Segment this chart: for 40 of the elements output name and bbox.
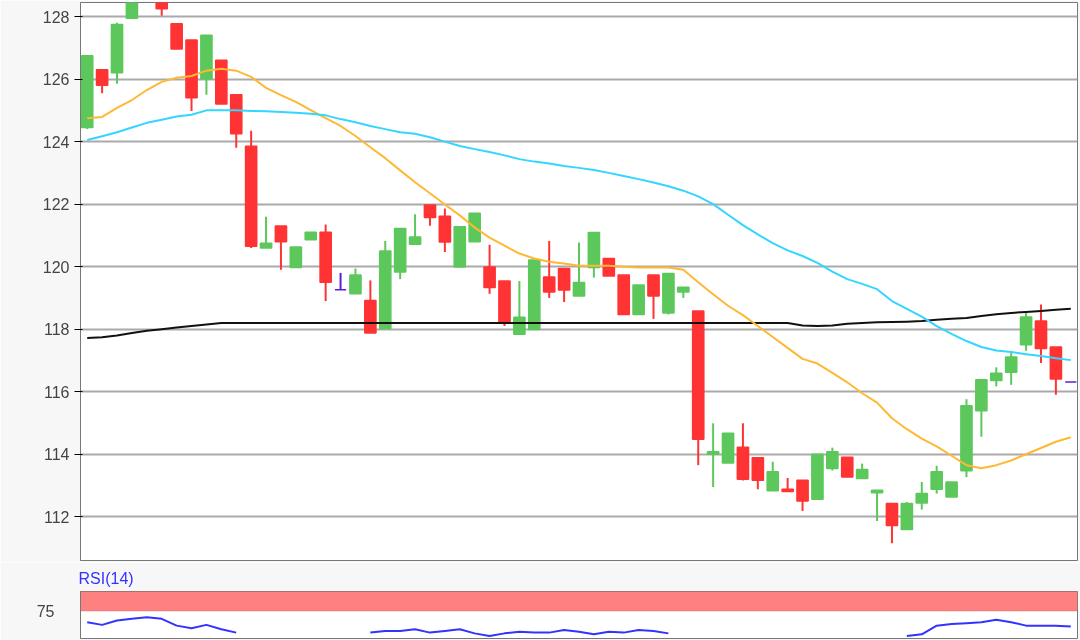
candlestick [334, 271, 347, 291]
y-tick-label: 118 [43, 321, 70, 339]
candlestick [989, 366, 1003, 388]
candlestick [885, 502, 899, 545]
y-tick-label: 126 [42, 71, 70, 89]
y-tick-label: 116 [43, 383, 70, 401]
candlestick [915, 481, 929, 511]
candlestick [796, 479, 809, 513]
candlestick [826, 446, 839, 472]
line-series [86, 67, 1072, 470]
candlestick [706, 422, 720, 489]
candlestick [408, 213, 422, 246]
candlestick [95, 68, 109, 95]
candlestick [1004, 351, 1018, 386]
line-series [86, 109, 1072, 362]
y-tick-label: 114 [43, 446, 70, 464]
candlestick [274, 225, 288, 271]
candlestick [766, 460, 780, 492]
candlestick [840, 456, 854, 478]
candlestick [423, 204, 437, 227]
y-tick-label: 122 [42, 196, 70, 214]
candlestick [557, 267, 571, 303]
y-tick-label: 128 [42, 8, 70, 26]
candlestick [542, 240, 556, 299]
candlestick [289, 246, 303, 269]
line-series [86, 307, 1072, 339]
text: 75 [36, 603, 55, 621]
y-tick-label: 120 [42, 258, 70, 276]
candlestick [647, 274, 660, 320]
candlestick [349, 267, 362, 295]
candlestick [930, 464, 944, 495]
candlestick [513, 280, 526, 336]
candlestick [751, 456, 765, 491]
candlestick [572, 241, 586, 298]
y-tick-label: 124 [42, 133, 70, 151]
candlestick [483, 243, 496, 295]
y-tick-label: 112 [43, 508, 70, 526]
candlestick [259, 215, 273, 249]
chart-title: RSI(14) [78, 569, 134, 587]
candlestick [870, 489, 884, 523]
